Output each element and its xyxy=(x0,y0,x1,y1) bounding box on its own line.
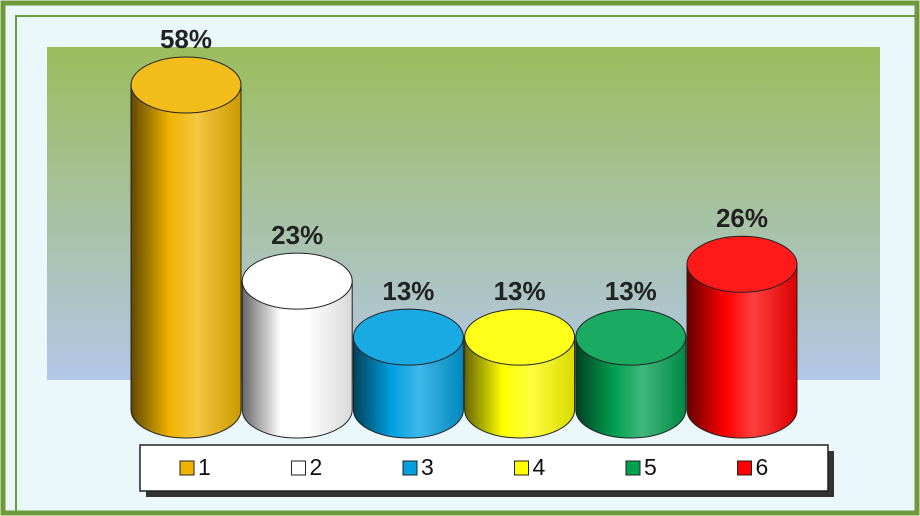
bar xyxy=(130,84,242,439)
legend-label: 6 xyxy=(756,454,769,480)
data-label: 23% xyxy=(271,220,323,250)
bar xyxy=(686,263,798,439)
bar xyxy=(352,336,464,439)
legend-swatch xyxy=(514,460,529,476)
data-label: 13% xyxy=(605,276,657,306)
legend xyxy=(139,444,829,492)
legend-swatch xyxy=(402,460,418,476)
bar xyxy=(241,280,353,439)
bar xyxy=(575,336,687,439)
legend-label: 5 xyxy=(644,454,657,480)
legend-swatch xyxy=(179,460,195,476)
bar-top xyxy=(686,235,798,293)
legend-label: 3 xyxy=(421,454,434,480)
bar-top xyxy=(130,56,242,114)
legend-swatch xyxy=(737,460,752,476)
legend-swatch xyxy=(625,460,641,476)
bar-top xyxy=(352,308,464,366)
data-label: 58% xyxy=(160,24,212,54)
bar xyxy=(464,336,576,439)
bar-top xyxy=(464,308,576,366)
data-label: 13% xyxy=(494,276,546,306)
legend-label: 4 xyxy=(533,454,546,480)
data-label: 26% xyxy=(716,203,768,233)
inner-frame xyxy=(15,15,917,514)
legend-label: 1 xyxy=(198,454,211,480)
legend-swatch xyxy=(291,460,306,476)
legend-label: 2 xyxy=(310,454,323,480)
bar-top xyxy=(575,308,687,366)
data-label: 13% xyxy=(382,276,434,306)
bar-top xyxy=(241,252,353,310)
